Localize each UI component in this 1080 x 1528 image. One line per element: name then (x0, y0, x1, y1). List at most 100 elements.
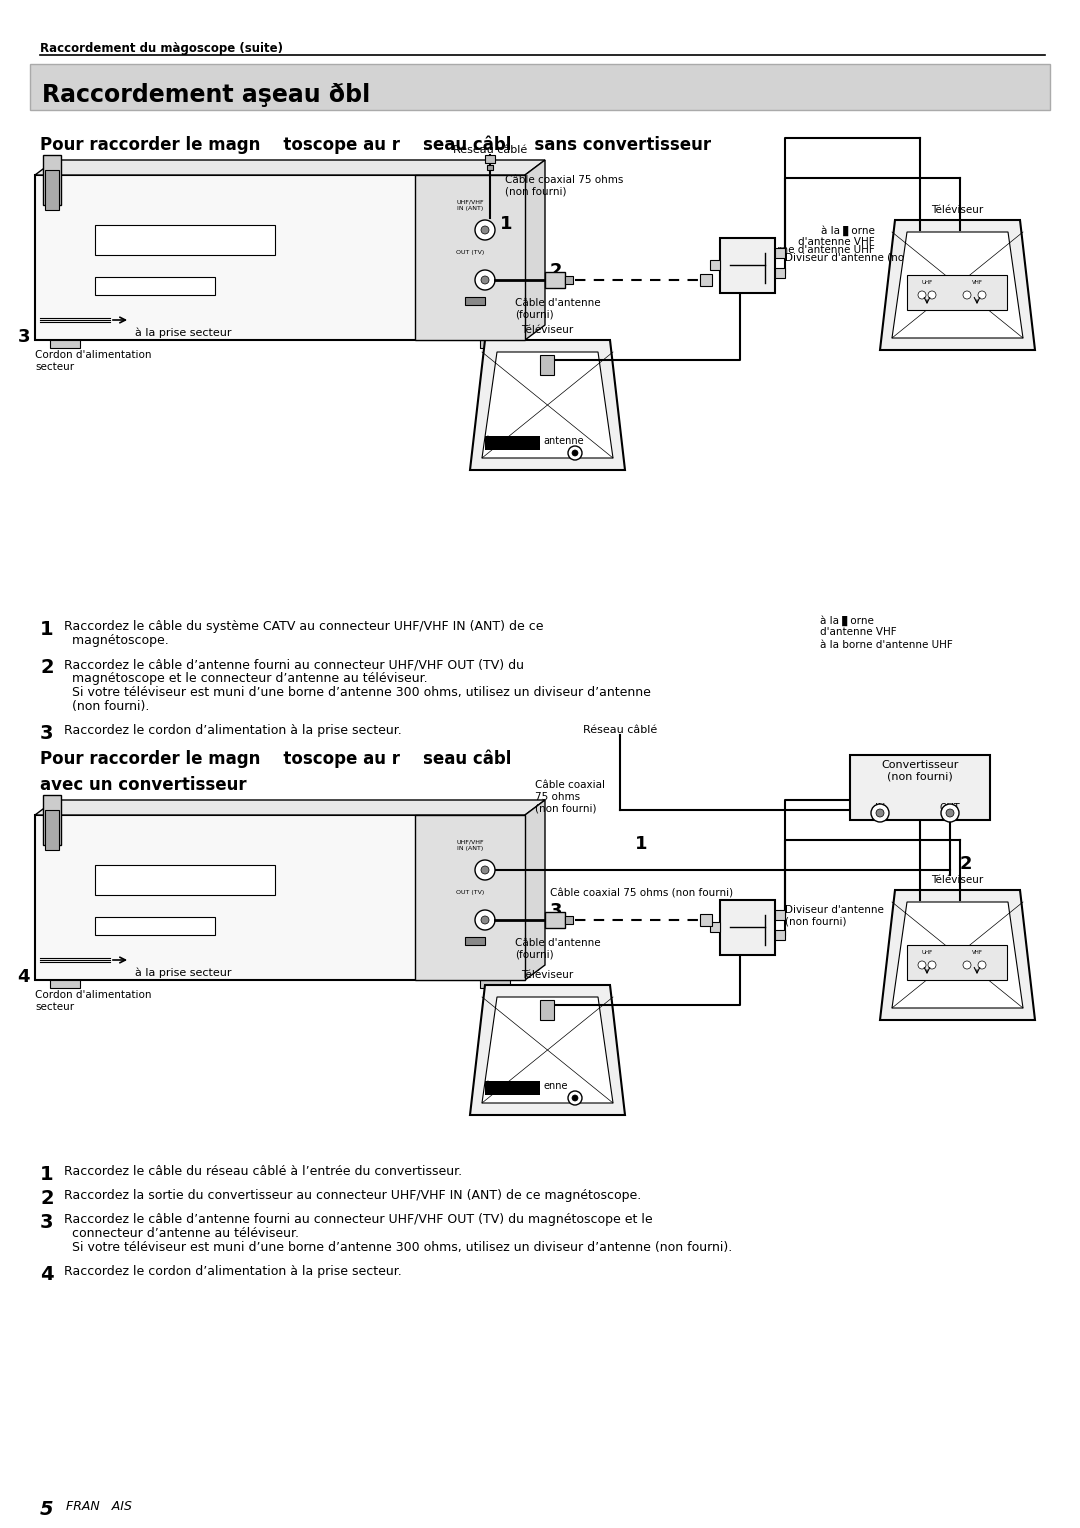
Bar (850, 755, 990, 821)
Bar (95, 865, 275, 895)
Text: Cordon d'alimentation
secteur: Cordon d'alimentation secteur (35, 350, 151, 371)
Bar (43, 795, 60, 845)
Bar (43, 154, 60, 205)
Circle shape (572, 451, 578, 455)
Bar (700, 914, 712, 926)
Bar (775, 931, 785, 940)
Circle shape (928, 961, 936, 969)
Text: 3: 3 (40, 1213, 54, 1232)
Text: VHF: VHF (972, 280, 983, 286)
Bar (775, 267, 785, 278)
Text: Raccordement du màɡoscope (suite): Raccordement du màɡoscope (suite) (40, 41, 283, 55)
Text: Réseau câblé: Réseau câblé (453, 145, 527, 154)
Bar (565, 915, 573, 924)
Polygon shape (482, 996, 613, 1103)
Text: 1: 1 (500, 215, 513, 232)
Bar (465, 937, 485, 944)
Text: Raccordez le câble du réseau câblé à l’entrée du convertisseur.: Raccordez le câble du réseau câblé à l’e… (60, 1164, 462, 1178)
Bar (45, 170, 59, 209)
Bar (35, 176, 525, 341)
Text: Convertisseur
(non fourni): Convertisseur (non fourni) (881, 759, 959, 782)
Bar (545, 912, 565, 927)
Text: à la b: à la b (486, 435, 513, 446)
Bar (487, 165, 492, 170)
Text: UHF/VHF
IN (ANT): UHF/VHF IN (ANT) (456, 200, 484, 211)
Circle shape (963, 290, 971, 299)
Text: Pour raccorder le magn    toscope au r    seau câbl: Pour raccorder le magn toscope au r seau… (40, 750, 511, 769)
Text: Réseau câblé: Réseau câblé (583, 724, 657, 735)
Circle shape (928, 290, 936, 299)
Text: Diviseur d'antenne
(non fourni): Diviseur d'antenne (non fourni) (785, 905, 883, 926)
Polygon shape (482, 351, 613, 458)
Circle shape (918, 290, 926, 299)
Text: magnétoscope et le connecteur d’antenne au téléviseur.: magnétoscope et le connecteur d’antenne … (60, 672, 428, 685)
Polygon shape (892, 232, 1023, 338)
Text: 1: 1 (40, 1164, 54, 1184)
Circle shape (978, 290, 986, 299)
Text: magnétoscope.: magnétoscope. (60, 634, 168, 646)
Text: à la ▋orne
d'antenne VHF: à la ▋orne d'antenne VHF (798, 225, 875, 248)
Bar (485, 435, 540, 451)
Text: Si votre téléviseur est muni d’une borne d’antenne 300 ohms, utilisez un diviseu: Si votre téléviseur est muni d’une borne… (60, 1241, 732, 1254)
Polygon shape (470, 341, 625, 471)
Polygon shape (35, 160, 545, 176)
Bar (485, 1080, 540, 1096)
Circle shape (941, 804, 959, 822)
Text: Câble d'antenne
(fourni): Câble d'antenne (fourni) (515, 298, 600, 319)
Text: à la prise secteur: à la prise secteur (135, 329, 231, 339)
Circle shape (572, 1096, 578, 1102)
Text: à la ▋orne
d'antenne VHF: à la ▋orne d'antenne VHF (820, 614, 896, 637)
Circle shape (978, 961, 986, 969)
Bar (415, 814, 525, 979)
Text: 2: 2 (960, 856, 972, 872)
Text: antenne: antenne (543, 435, 583, 446)
Text: OUT (TV): OUT (TV) (456, 251, 484, 255)
Text: 1: 1 (635, 834, 648, 853)
Bar (540, 354, 554, 374)
Bar (30, 64, 1050, 110)
Text: Si votre téléviseur est muni d’une borne d’antenne 300 ohms, utilisez un diviseu: Si votre téléviseur est muni d’une borne… (60, 686, 651, 698)
Text: Diviseur d'antenne (non fourni): Diviseur d'antenne (non fourni) (785, 254, 948, 263)
Polygon shape (880, 889, 1035, 1021)
Bar (95, 277, 215, 295)
Text: Raccordez la sortie du convertisseur au connecteur UHF/VHF IN (ANT) de ce magnét: Raccordez la sortie du convertisseur au … (60, 1189, 642, 1203)
Bar (95, 225, 275, 255)
Bar (485, 154, 495, 163)
Text: 5: 5 (40, 1500, 54, 1519)
Text: à la borne d'antenne UHF: à la borne d'antenne UHF (820, 640, 953, 649)
Text: connecteur d’antenne au téléviseur.: connecteur d’antenne au téléviseur. (60, 1227, 299, 1241)
Polygon shape (880, 220, 1035, 350)
Bar (50, 979, 80, 989)
Bar (35, 814, 525, 979)
Circle shape (475, 911, 495, 931)
Text: Téléviseur: Téléviseur (521, 325, 573, 335)
Circle shape (481, 866, 489, 874)
Text: Raccordez le cordon d’alimentation à la prise secteur.: Raccordez le cordon d’alimentation à la … (60, 724, 402, 736)
Circle shape (475, 220, 495, 240)
Circle shape (876, 808, 885, 817)
Text: Téléviseur: Téléviseur (931, 876, 983, 885)
Text: Câble coaxial 75 ohms
(non fourni): Câble coaxial 75 ohms (non fourni) (505, 176, 623, 197)
Text: OUT: OUT (940, 804, 960, 813)
Bar (480, 341, 510, 348)
Circle shape (481, 915, 489, 924)
Text: (non fourni).: (non fourni). (60, 700, 149, 714)
Text: 3: 3 (40, 724, 54, 743)
Text: IN: IN (875, 804, 886, 813)
Bar (907, 944, 1007, 979)
Bar (45, 810, 59, 850)
Text: Raccordement aşeau ðbl: Raccordement aşeau ðbl (42, 83, 370, 107)
Text: Cordon d'alimentation
secteur: Cordon d'alimentation secteur (35, 990, 151, 1012)
Text: Raccordez le câble d’antenne fourni au connecteur UHF/VHF OUT (TV) du magnétosco: Raccordez le câble d’antenne fourni au c… (60, 1213, 652, 1225)
Bar (775, 911, 785, 920)
Bar (465, 296, 485, 306)
Circle shape (568, 446, 582, 460)
Text: OUT (TV): OUT (TV) (456, 889, 484, 895)
Bar (907, 275, 1007, 310)
Bar (480, 979, 510, 989)
Polygon shape (35, 801, 545, 814)
Text: Téléviseur: Téléviseur (521, 970, 573, 979)
Bar (710, 260, 720, 270)
Text: 1: 1 (40, 620, 54, 639)
Bar (700, 274, 712, 286)
